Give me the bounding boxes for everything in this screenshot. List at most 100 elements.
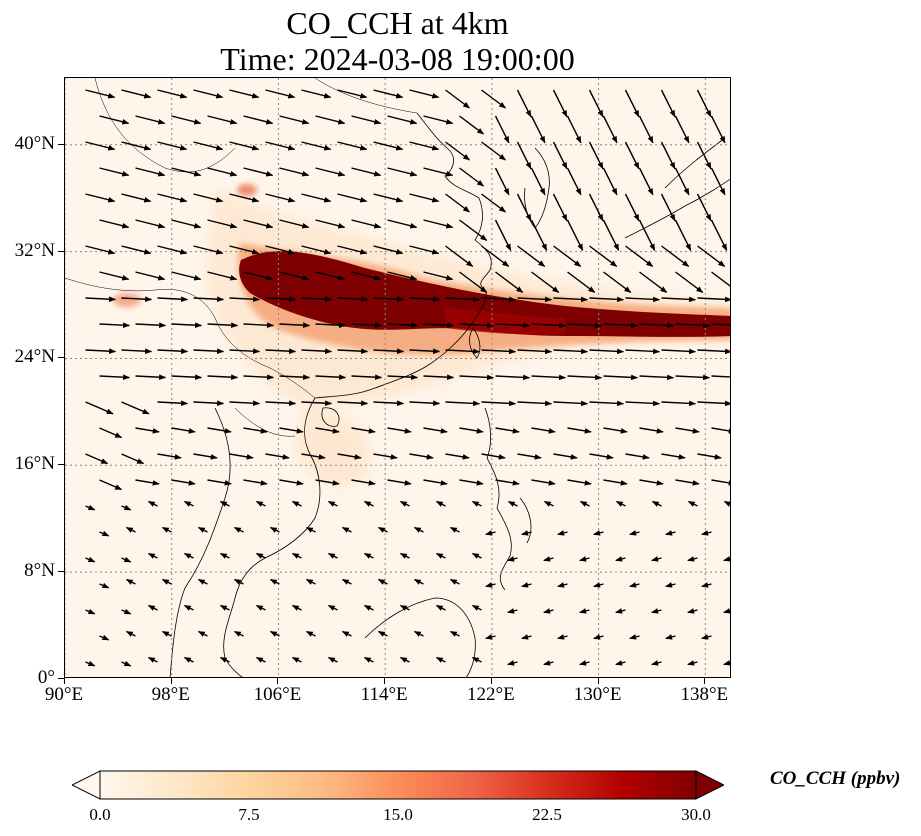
wind-arrow [711,375,730,378]
wind-arrow [193,141,224,151]
wind-arrow [337,453,362,460]
wind-arrow [99,322,131,328]
wind-arrow [85,504,96,511]
wind-arrow [373,348,405,354]
wind-arrow [553,348,589,355]
wind-arrow [566,219,584,252]
wind-arrow [337,245,368,255]
wind-arrow [85,453,109,465]
wind-arrow [135,219,166,229]
wind-arrow [291,552,302,559]
wind-arrow [495,271,524,293]
wind-arrow [301,400,333,406]
wind-arrow [147,552,158,559]
wind-arrow [373,400,405,406]
colorbar-tick-label: 0.0 [89,805,111,824]
wind-arrow [651,608,662,614]
wind-arrow [85,89,116,99]
wind-arrow [207,427,232,434]
wind-arrow [157,193,188,203]
wind-arrow [588,193,604,222]
wind-arrow [243,322,275,328]
wind-arrow [193,296,225,302]
wind-arrow [121,296,153,302]
wind-arrow [530,219,548,252]
wind-arrow [445,453,470,460]
wind-arrow [229,296,261,302]
lon-tick-label: 114°E [360,684,408,705]
wind-arrow [552,141,568,170]
wind-arrow [675,427,700,434]
wind-arrow [125,630,136,637]
wind-arrow [301,89,332,99]
wind-arrow [723,660,730,666]
wind-arrow [579,608,590,614]
wind-arrow [363,500,374,507]
wind-arrow [553,400,589,407]
wind-arrow [409,245,440,255]
wind-arrow [327,500,338,507]
wind-arrow [373,296,405,302]
wind-arrow [363,604,374,611]
wind-arrow [121,556,132,563]
wind-arrow [315,115,346,125]
wind-arrow [481,141,507,161]
wind-arrow [710,219,728,252]
wind-arrow [651,500,662,507]
wind-arrow [135,322,167,328]
wind-arrow [219,604,230,611]
colorbar-tick-label: 15.0 [383,805,413,824]
colorbar-gradient [99,770,697,800]
wind-arrow [602,219,620,252]
lon-tick-label: 138°E [680,684,729,705]
wind-arrow [625,296,661,303]
wind-arrow [207,219,238,229]
lon-tick-label: 106°E [253,684,302,705]
wind-arrow [387,479,412,486]
wind-arrow [135,479,160,486]
wind-arrow [279,427,304,434]
wind-arrow [445,193,471,213]
wind-arrow [661,453,686,460]
wind-arrow [219,552,230,559]
wind-arrow [481,400,517,407]
wind-arrow [445,348,481,355]
wind-arrow [157,296,189,302]
wind-arrow [557,582,568,588]
wind-arrow [135,271,166,281]
wind-arrow [265,89,296,99]
wind-arrow [696,89,712,118]
wind-arrow [531,374,567,381]
wind-arrow [121,608,132,615]
wind-arrow [723,556,730,562]
wind-arrow [305,578,316,585]
wind-arrow [543,660,554,666]
wind-arrow [157,245,188,255]
wind-arrow [301,296,333,302]
wind-arrow [413,578,424,585]
wind-arrow [566,167,582,196]
wind-arrow [121,193,152,203]
wind-arrow [661,296,697,303]
wind-arrow [291,500,302,507]
wind-arrow [85,193,116,203]
wind-arrow [265,193,296,203]
wind-arrow [603,271,632,293]
wind-arrow [207,115,238,125]
wind-arrow [507,660,518,666]
wind-arrow [229,89,260,99]
wind-arrow [351,115,382,125]
wind-arrow [485,634,496,640]
wind-arrow [409,89,440,99]
wind-arrow [409,141,440,151]
wind-arrow [85,608,96,615]
wind-arrow [171,374,203,380]
wind-arrow [701,582,712,588]
lat-tick-label: 40°N [14,132,55,154]
wind-arrow [409,193,440,203]
wind-arrow [435,500,446,507]
wind-arrow [615,500,626,507]
wind-arrow [409,453,434,460]
wind-arrow [171,115,202,125]
wind-arrow [552,193,568,222]
